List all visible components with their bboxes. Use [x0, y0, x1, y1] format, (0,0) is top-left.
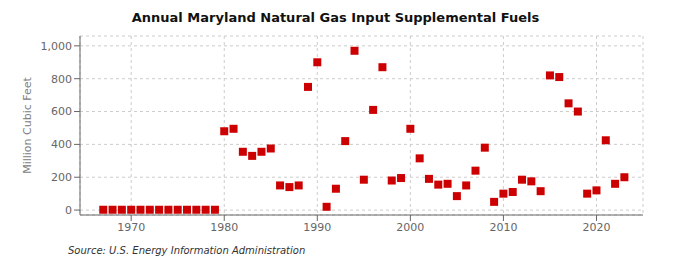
svg-text:2010: 2010: [489, 221, 517, 234]
svg-text:Million Cubic Feet: Million Cubic Feet: [21, 76, 34, 173]
html-text:Source: U.S. Energy Informatio: Source: U.S. Energy Information Administ…: [68, 245, 306, 256]
svg-text:2020: 2020: [582, 221, 610, 234]
svg-text:200: 200: [51, 171, 72, 184]
svg-text:1990: 1990: [303, 221, 331, 234]
svg-text:1970: 1970: [117, 221, 145, 234]
svg-text:1,000: 1,000: [41, 40, 73, 53]
svg-text:600: 600: [51, 105, 72, 118]
svg-text:800: 800: [51, 73, 72, 86]
html-text:Annual Maryland Natural Gas In: Annual Maryland Natural Gas Input Supple…: [131, 10, 540, 25]
svg-text:2000: 2000: [396, 221, 424, 234]
svg-text:400: 400: [51, 138, 72, 151]
svg-text:1980: 1980: [210, 221, 238, 234]
svg-text:0: 0: [65, 204, 72, 217]
